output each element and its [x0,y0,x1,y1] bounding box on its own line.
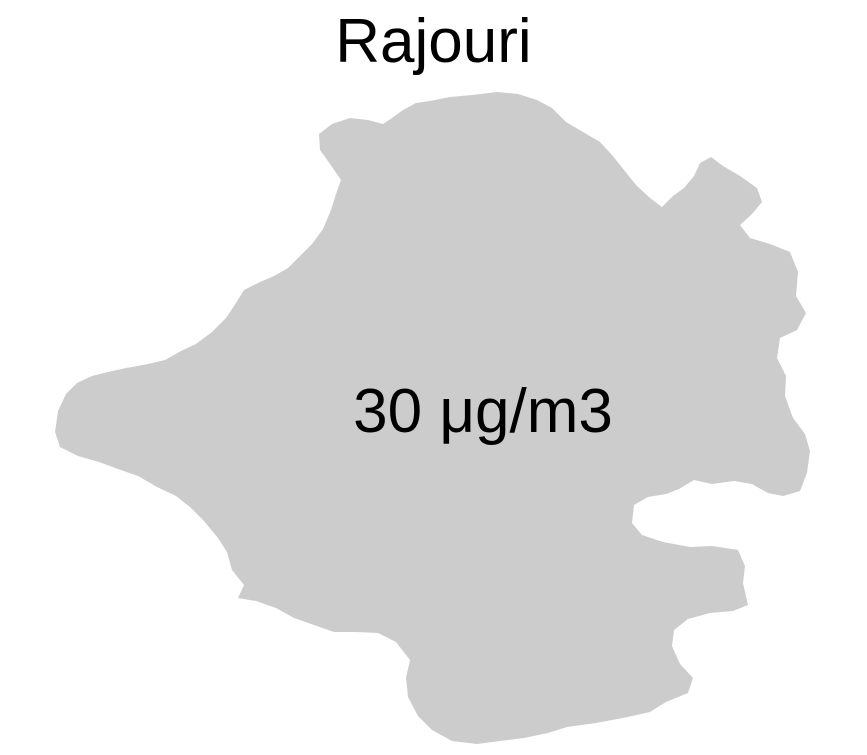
map-title: Rajouri [335,7,532,76]
district-region-rajouri [55,92,810,744]
pollution-value-label: 30 μg/m3 [353,377,613,446]
